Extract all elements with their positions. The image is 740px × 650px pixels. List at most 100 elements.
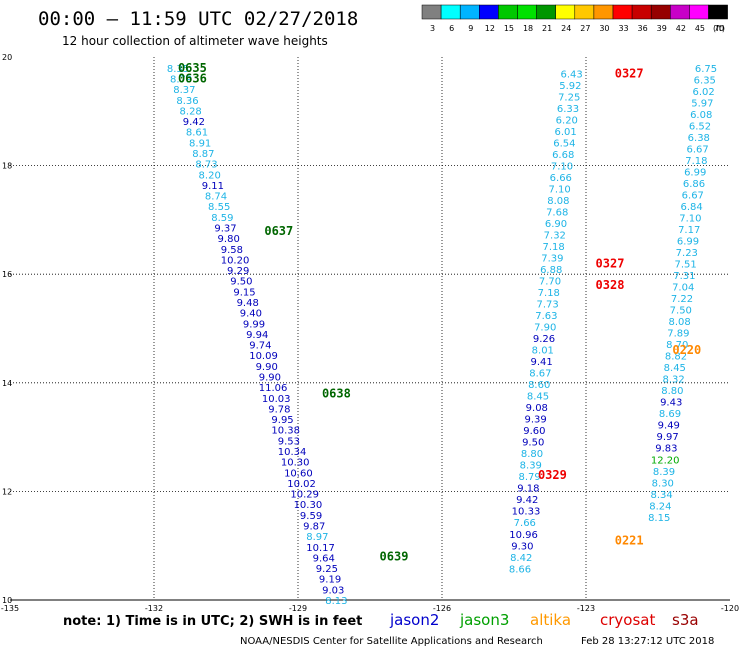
swh-value: 6.86 [683,179,705,190]
scale-swatch [612,4,633,20]
swh-value: 7.10 [548,184,570,195]
swh-value: 9.64 [313,553,335,564]
swh-value: 6.68 [552,150,574,161]
swh-value: 9.03 [322,585,344,596]
swh-value: 7.90 [534,323,556,334]
scale-swatch [536,4,556,20]
swh-value: 8.01 [532,346,554,357]
swh-value: 10.30 [281,458,310,469]
scale-label: 21 [542,24,552,33]
chart-title: 00:00 – 11:59 UTC 02/27/2018 [38,8,358,30]
swh-value: 8.59 [211,213,233,224]
scale-swatch [440,4,461,20]
swh-value: 9.39 [524,415,546,426]
swh-value: 6.52 [689,121,711,132]
x-tick-label: -120 [721,604,739,613]
scale-label: 6 [449,24,454,33]
time-label: 0327 [596,256,625,270]
swh-value: 6.20 [556,115,578,126]
swh-value: 7.10 [551,161,573,172]
swh-value: 7.25 [558,92,580,103]
scale-label: 9 [468,24,473,33]
swh-value: 9.80 [218,234,240,245]
swh-value: 8.15 [648,513,670,524]
swh-value: 9.25 [316,564,338,575]
swh-value: 8.24 [649,501,671,512]
scale-swatch [479,4,499,20]
swh-value: 10.20 [221,255,250,266]
swh-value: 5.97 [691,98,713,109]
time-label: 0638 [322,387,351,401]
swh-value: 9.74 [249,341,271,352]
swh-value: 6.66 [550,173,572,184]
swh-value: 8.42 [510,553,532,564]
legend-entry: altika [530,611,571,629]
swh-value: 6.43 [560,69,582,80]
x-tick-label: -129 [289,604,307,613]
swh-value: 8.45 [664,363,686,374]
swh-value: 6.54 [553,138,575,149]
swh-value: 8.39 [520,461,542,472]
swh-value: 10.09 [249,351,278,362]
y-tick-label: 10 [2,596,12,605]
footer-timestamp: Feb 28 13:27:12 UTC 2018 [581,636,714,647]
x-tick-label: -135 [1,604,19,613]
swh-value: 8.39 [653,467,675,478]
swh-value: 10.30 [294,500,323,511]
swh-value: 7.18 [542,242,564,253]
satellite-legend: jason2 jason3 altika cryosat s3a [389,611,699,629]
swh-value: 6.88 [540,265,562,276]
swh-value: 7.73 [536,300,558,311]
scale-label: 42 [676,24,686,33]
scale-swatch [650,4,671,20]
scale-swatch [459,4,480,20]
swh-value: 10.34 [278,447,307,458]
swh-value: 9.83 [655,444,677,455]
swh-value: 6.67 [682,190,704,201]
swh-value: 8.28 [180,106,202,117]
swh-value: 8.37 [173,85,195,96]
swh-value: 6.67 [686,144,708,155]
swh-value: 9.78 [268,404,290,415]
swh-value: 6.90 [545,219,567,230]
swh-value: 7.51 [674,260,696,271]
swh-value: 8.74 [205,192,227,203]
swh-value: 9.59 [300,511,322,522]
swh-value: 9.94 [246,330,268,341]
scale-label: 12 [485,24,495,33]
time-label: 0329 [538,468,567,482]
time-label: 0327 [615,66,644,80]
plot-area: 10 12 14 16 18 20 -135 -132 -129 -126 -123 -120 8.35… [1,53,739,613]
footer-note: note: 1) Time is in UTC; 2) SWH is in fe… [63,614,362,629]
swh-value: 7.70 [539,276,561,287]
swh-value: 8.30 [652,478,674,489]
time-label: 0636 [178,72,207,86]
chart-subtitle: 12 hour collection of altimeter wave hei… [62,34,328,48]
swh-value: 8.13 [325,596,347,607]
swh-value: 6.84 [680,202,702,213]
time-label: 0639 [380,550,409,564]
swh-value: 6.01 [554,127,576,138]
swh-value: 10.60 [284,468,313,479]
swh-value: 8.70 [666,340,688,351]
scale-label: 39 [657,24,667,33]
x-tick-label: -126 [433,604,451,613]
scale-label: 36 [638,24,648,33]
swh-value: 10.96 [509,530,538,541]
scale-swatch [689,4,709,20]
swh-value: 9.42 [516,495,538,506]
swh-value: 9.29 [227,266,249,277]
swh-value: 9.50 [522,438,544,449]
swh-value: 9.90 [259,373,281,384]
swh-value: 7.68 [546,207,568,218]
swh-value: 7.04 [672,283,694,294]
swh-value: 8.60 [528,380,550,391]
scale-swatch [593,4,614,20]
swh-value: 8.82 [665,352,687,363]
swh-value: 6.38 [688,133,710,144]
footer-credit: NOAA/NESDIS Center for Satellite Applica… [240,636,543,647]
swh-value: 7.89 [667,329,689,340]
x-tick-label: -123 [577,604,595,613]
swh-value: 9.97 [656,432,678,443]
